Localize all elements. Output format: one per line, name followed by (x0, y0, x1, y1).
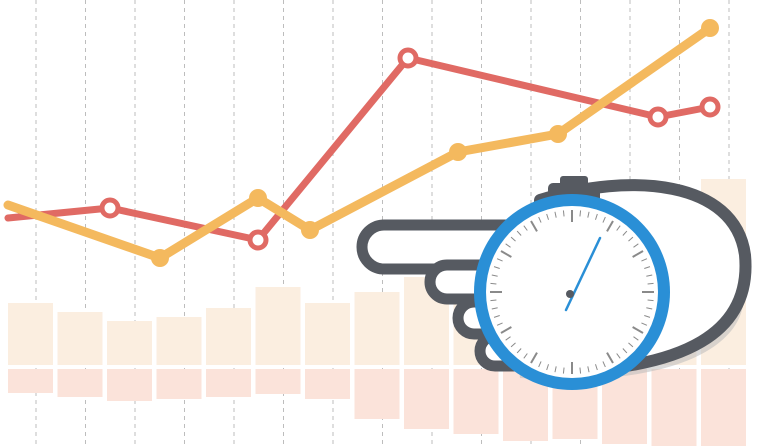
tick-mark (587, 211, 590, 218)
upper-bar (305, 303, 350, 365)
tick-mark (606, 220, 614, 232)
tick-mark (646, 307, 653, 310)
tick-mark (490, 282, 497, 285)
lower-bar (107, 369, 152, 401)
stopwatch-needle (564, 236, 602, 312)
tick-mark (538, 216, 542, 223)
tick-mark (644, 266, 651, 269)
lower-bar (651, 369, 697, 446)
tick-mark (562, 210, 565, 217)
tick-mark (496, 322, 503, 326)
stopwatch-icon (474, 176, 670, 390)
red-marker (397, 47, 419, 69)
tick-mark (622, 230, 628, 236)
upper-bar (8, 303, 53, 365)
tick-mark (595, 364, 598, 371)
orange-line-markers (151, 19, 719, 267)
tick-mark (505, 336, 511, 341)
upper-bar (57, 312, 103, 365)
tick-mark (632, 250, 644, 258)
lower-bar (206, 369, 251, 397)
tick-mark (616, 353, 621, 359)
orange-marker (249, 189, 267, 207)
tick-mark (641, 258, 648, 262)
lower-bar (8, 369, 53, 393)
lower-bar (156, 369, 202, 399)
tick-mark (616, 225, 621, 231)
lower-bar (305, 369, 350, 399)
tick-mark (579, 367, 582, 374)
red-line-markers (99, 47, 721, 251)
tick-mark (516, 230, 522, 236)
tick-mark (530, 352, 538, 364)
upper-bar (107, 321, 152, 365)
tick-mark (538, 361, 542, 368)
tick-mark (493, 266, 500, 269)
upper-bar (255, 287, 301, 365)
tick-mark (510, 342, 516, 348)
tick-mark (622, 348, 628, 354)
orange-marker (449, 143, 467, 161)
tick-mark (579, 210, 582, 217)
upper-bar (354, 292, 400, 365)
lower-bar (57, 369, 103, 397)
tick-mark (641, 322, 648, 326)
orange-marker (549, 125, 567, 143)
lower-bar (255, 369, 301, 394)
tick-mark (633, 336, 639, 341)
tick-mark (628, 236, 634, 242)
tick-mark (491, 274, 498, 277)
red-marker (99, 197, 121, 219)
tick-mark (490, 299, 497, 302)
lower-bar (354, 369, 400, 419)
orange-marker (151, 249, 169, 267)
tick-mark (562, 367, 565, 374)
orange-marker (701, 19, 719, 37)
tick-mark (491, 307, 498, 310)
upper-bar (156, 317, 202, 365)
tick-mark (530, 220, 538, 232)
red-marker (647, 106, 669, 128)
tick-mark (546, 364, 549, 371)
tick-mark (632, 326, 644, 334)
tick-mark (510, 236, 516, 242)
tick-mark (493, 315, 500, 318)
tick-mark (602, 361, 606, 368)
red-marker (247, 229, 269, 251)
tick-mark (500, 250, 512, 258)
tick-mark (628, 342, 634, 348)
orange-marker (301, 221, 319, 239)
upper-bar (206, 308, 251, 365)
tick-mark (644, 315, 651, 318)
tick-mark (505, 243, 511, 248)
tick-mark (523, 353, 528, 359)
tick-mark (516, 348, 522, 354)
tick-mark (554, 211, 557, 218)
tick-mark (587, 366, 590, 373)
tick-mark (496, 258, 503, 262)
tick-mark (633, 243, 639, 248)
stopwatch-ticks (490, 210, 654, 374)
tick-mark (523, 225, 528, 231)
lower-bar (453, 369, 499, 434)
tick-mark (554, 366, 557, 373)
lower-bar (701, 369, 746, 446)
tick-mark (500, 326, 512, 334)
tick-mark (606, 352, 614, 364)
tick-mark (647, 299, 654, 302)
lower-bars (8, 369, 746, 446)
red-marker (699, 96, 721, 118)
tick-mark (546, 213, 549, 220)
lower-bar (404, 369, 449, 429)
tick-mark (646, 274, 653, 277)
tick-mark (595, 213, 598, 220)
tick-mark (647, 282, 654, 285)
tick-mark (602, 216, 606, 223)
